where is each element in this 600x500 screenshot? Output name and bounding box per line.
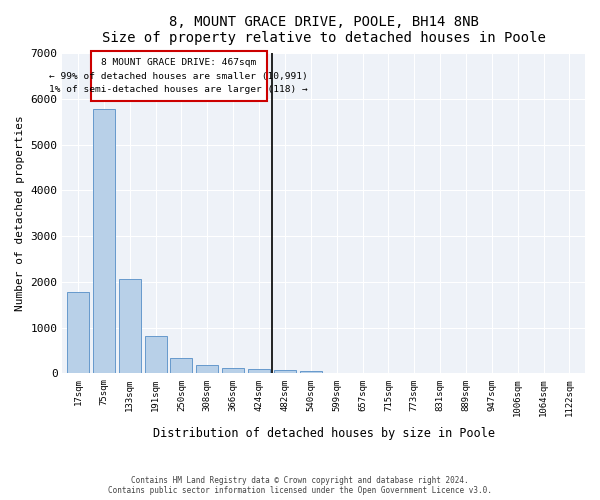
Bar xyxy=(67,292,89,374)
Bar xyxy=(248,369,270,374)
Bar xyxy=(300,370,322,374)
Y-axis label: Number of detached properties: Number of detached properties xyxy=(15,116,25,311)
Bar xyxy=(119,279,140,374)
Text: Contains HM Land Registry data © Crown copyright and database right 2024.
Contai: Contains HM Land Registry data © Crown c… xyxy=(108,476,492,495)
Bar xyxy=(222,368,244,374)
Title: 8, MOUNT GRACE DRIVE, POOLE, BH14 8NB
Size of property relative to detached hous: 8, MOUNT GRACE DRIVE, POOLE, BH14 8NB Si… xyxy=(102,15,545,45)
Bar xyxy=(274,370,296,374)
FancyBboxPatch shape xyxy=(91,51,267,102)
X-axis label: Distribution of detached houses by size in Poole: Distribution of detached houses by size … xyxy=(153,427,495,440)
Bar xyxy=(170,358,193,374)
Bar xyxy=(93,109,115,374)
Text: 8 MOUNT GRACE DRIVE: 467sqm
← 99% of detached houses are smaller (10,991)
1% of : 8 MOUNT GRACE DRIVE: 467sqm ← 99% of det… xyxy=(49,58,308,94)
Bar xyxy=(196,364,218,374)
Bar xyxy=(145,336,167,374)
